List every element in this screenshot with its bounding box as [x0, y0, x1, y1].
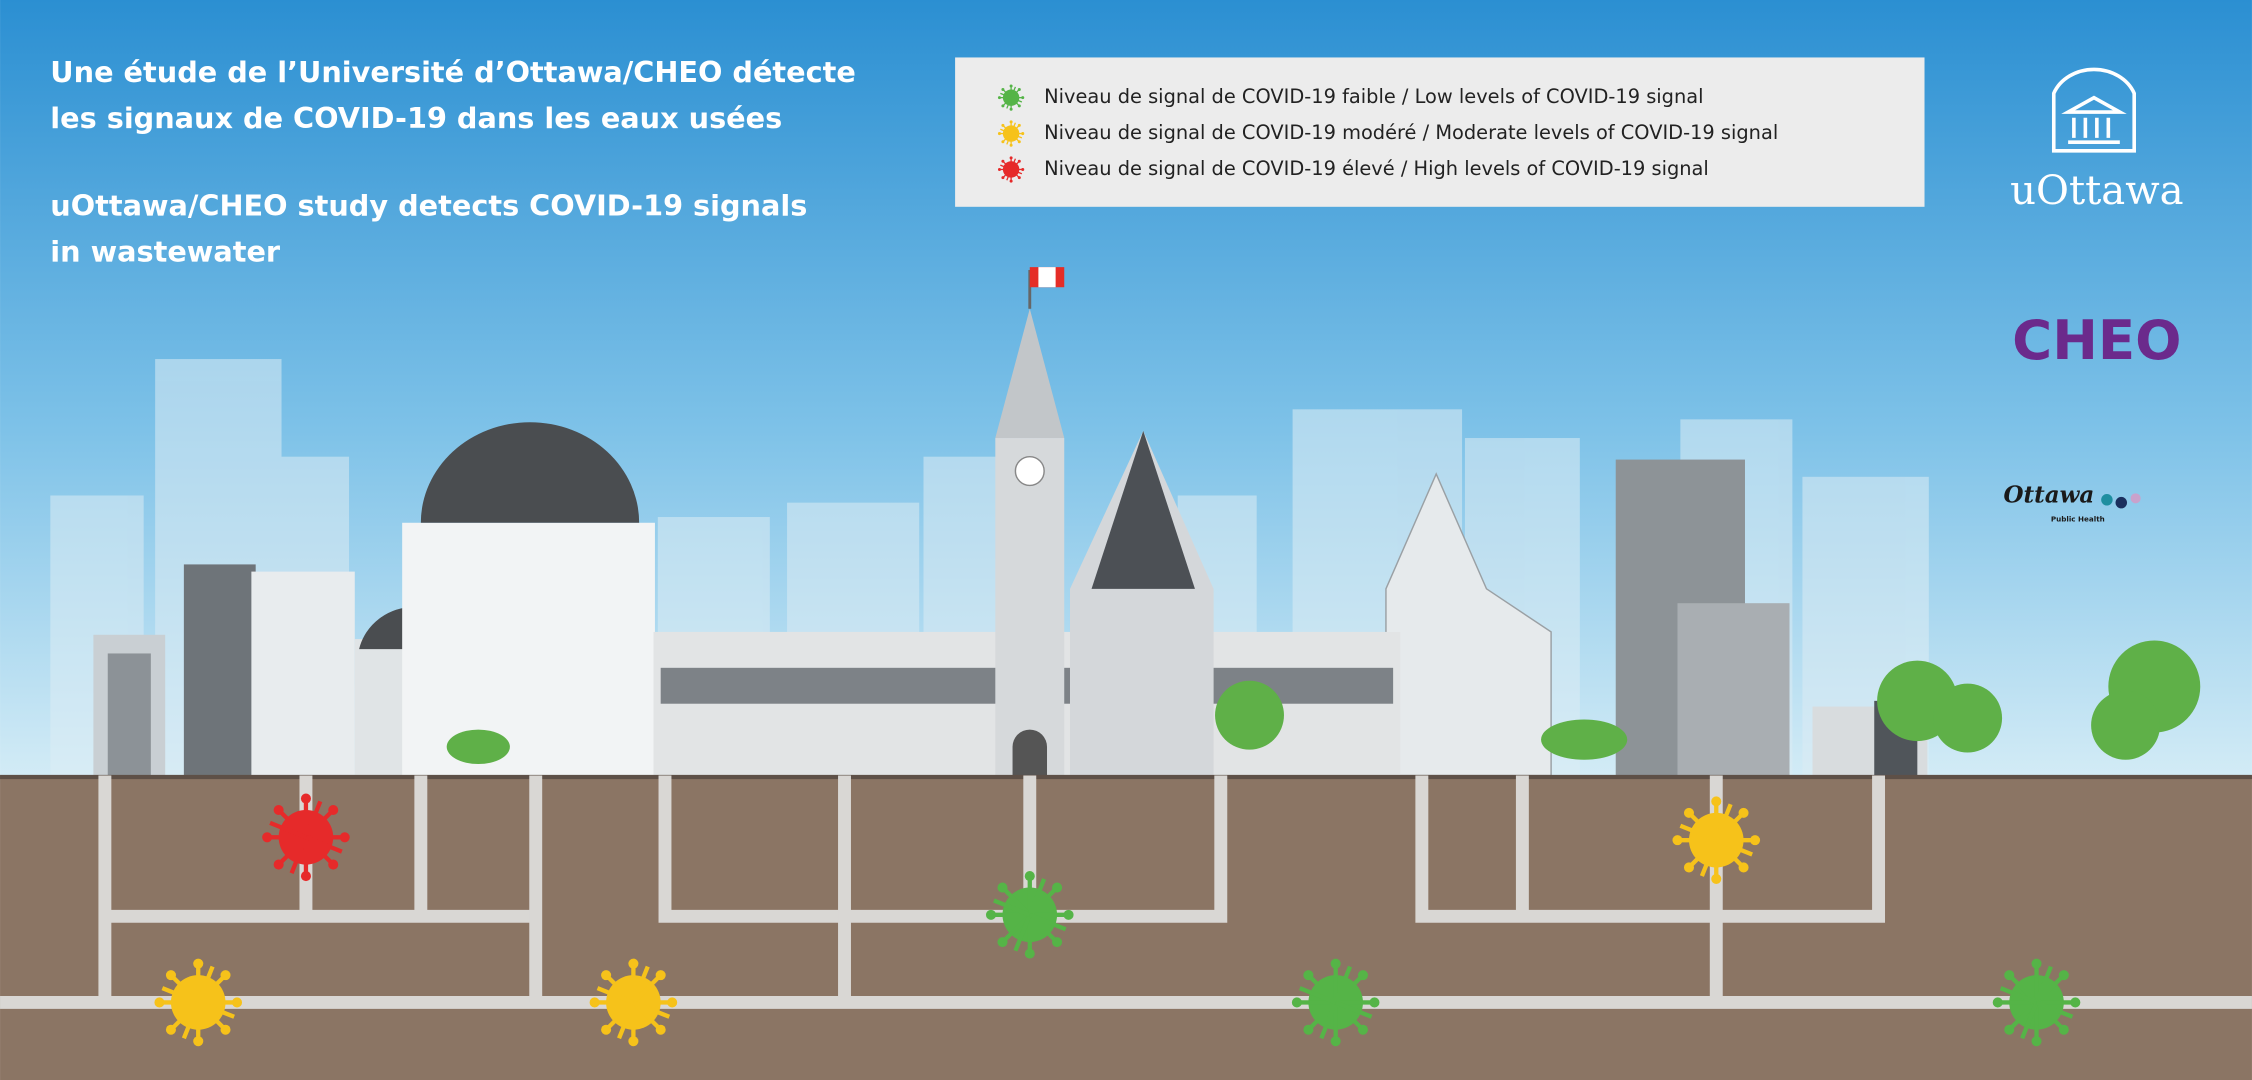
legend-label: Niveau de signal de COVID-19 élevé / Hig… — [1044, 157, 1709, 180]
parliament — [653, 267, 1401, 776]
title-fr-line: les signaux de COVID-19 dans les eaux us… — [50, 101, 782, 135]
uottawa-logo: uOttawa — [2010, 168, 2184, 214]
ground — [0, 775, 2252, 1080]
logo-dot — [2101, 494, 2113, 506]
legend-label: Niveau de signal de COVID-19 faible / Lo… — [1044, 85, 1703, 108]
virus-low — [1993, 959, 2081, 1047]
city-buildings — [93, 422, 1928, 777]
legend-icon-moderate — [997, 119, 1025, 148]
virus-low — [986, 871, 1074, 959]
trees — [446, 640, 2201, 765]
uottawa-icon — [2051, 67, 2136, 153]
title-fr-line: Une étude de l’Université d’Ottawa/CHEO … — [50, 55, 856, 89]
legend-icon-low — [997, 83, 1025, 112]
virus-moderate — [590, 959, 678, 1047]
ottawa-logo: Ottawa — [2003, 482, 2094, 509]
legend-icon-high — [997, 155, 1025, 184]
logo-dot — [2115, 496, 2128, 509]
virus-moderate — [1672, 796, 1760, 884]
virus-high — [262, 793, 350, 881]
pipes — [0, 775, 2252, 1009]
cheo-logo: CHEO — [2012, 308, 2181, 372]
virus-moderate — [154, 959, 242, 1047]
public-health-logo: Public Health — [2051, 514, 2105, 523]
logo-dot — [2130, 493, 2141, 504]
legend-box — [955, 57, 1925, 207]
virus-low — [1292, 959, 1380, 1047]
title-en-line: in wastewater — [50, 234, 281, 268]
legend-label: Niveau de signal de COVID-19 modéré / Mo… — [1044, 121, 1778, 144]
title-en-line: uOttawa/CHEO study detects COVID-19 sign… — [50, 188, 807, 222]
